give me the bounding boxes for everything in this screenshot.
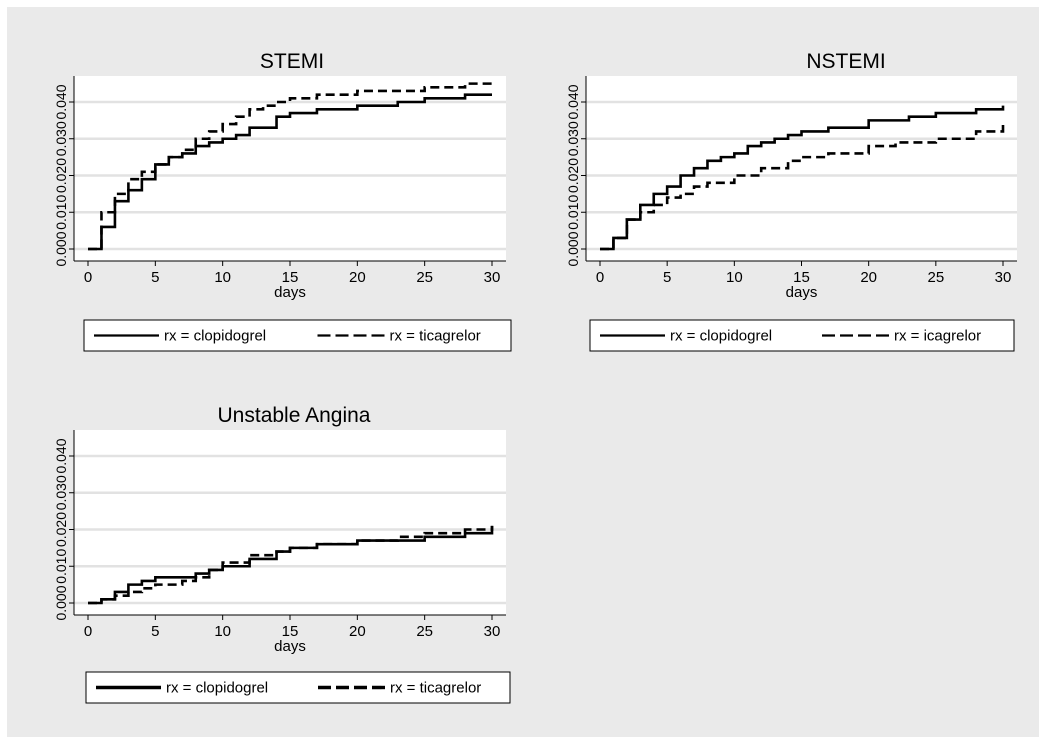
y-tick-label: 0.030	[53, 121, 69, 156]
y-tick-label: 0.040	[53, 438, 69, 473]
x-axis-label: days	[274, 284, 306, 301]
y-tick-label: 0.020	[53, 158, 69, 193]
legend-label: rx = clopidogrel	[164, 328, 266, 345]
x-tick-label: 10	[214, 269, 231, 286]
y-tick-label: 0.030	[565, 121, 581, 156]
x-tick-label: 25	[416, 269, 433, 286]
plot-area	[74, 430, 506, 615]
x-tick-label: 0	[84, 623, 92, 640]
series-line-clopidogrel	[88, 93, 492, 251]
x-tick-label: 25	[416, 623, 433, 640]
x-tick-label: 0	[596, 269, 604, 286]
y-tick-label: 0.040	[53, 84, 69, 119]
legend-label: rx = clopidogrel	[166, 680, 268, 697]
y-tick-label: 0.010	[565, 195, 581, 230]
y-tick-label: 0.000	[53, 231, 69, 266]
y-tick-label: 0.010	[53, 195, 69, 230]
y-tick-label: 0.020	[565, 158, 581, 193]
x-tick-label: 30	[995, 269, 1012, 286]
x-tick-label: 15	[793, 269, 810, 286]
series-line-clopidogrel	[600, 105, 1005, 251]
y-tick-label: 0.030	[53, 475, 69, 510]
x-tick-label: 30	[484, 269, 501, 286]
series-line-ticagrelor	[88, 82, 492, 251]
legend-label: rx = icagrelor	[894, 328, 981, 345]
x-tick-label: 20	[349, 623, 366, 640]
y-tick-label: 0.010	[53, 549, 69, 584]
y-tick-label: 0.020	[53, 512, 69, 547]
x-tick-label: 5	[151, 269, 159, 286]
series-line-ticagrelor	[88, 525, 494, 605]
x-axis-label: days	[274, 638, 306, 655]
chart-title: Unstable Angina	[218, 404, 371, 427]
x-tick-label: 5	[663, 269, 671, 286]
x-axis-label: days	[786, 284, 818, 301]
chart-title: STEMI	[260, 50, 324, 73]
y-tick-label: 0.000	[53, 585, 69, 620]
legend-label: rx = ticagrelor	[390, 680, 481, 697]
series-line-ticagrelor	[600, 124, 1005, 251]
x-tick-label: 15	[282, 623, 299, 640]
plot-area	[74, 76, 506, 261]
x-tick-label: 10	[726, 269, 743, 286]
legend-label: rx = ticagrelor	[390, 328, 481, 345]
chart-title: NSTEMI	[806, 50, 885, 73]
plot-area	[586, 76, 1017, 261]
x-tick-label: 0	[84, 269, 92, 286]
x-tick-label: 10	[214, 623, 231, 640]
x-tick-label: 25	[927, 269, 944, 286]
y-tick-label: 0.000	[565, 231, 581, 266]
x-tick-label: 20	[349, 269, 366, 286]
figure: STEMI 0.000 0.010 0.020 0.030 0.040 0 5 10 15 20 25…	[7, 7, 1039, 737]
x-tick-label: 20	[860, 269, 877, 286]
y-tick-label: 0.040	[565, 84, 581, 119]
x-tick-label: 30	[484, 623, 501, 640]
legend-label: rx = clopidogrel	[670, 328, 772, 345]
x-tick-label: 15	[282, 269, 299, 286]
x-tick-label: 5	[151, 623, 159, 640]
